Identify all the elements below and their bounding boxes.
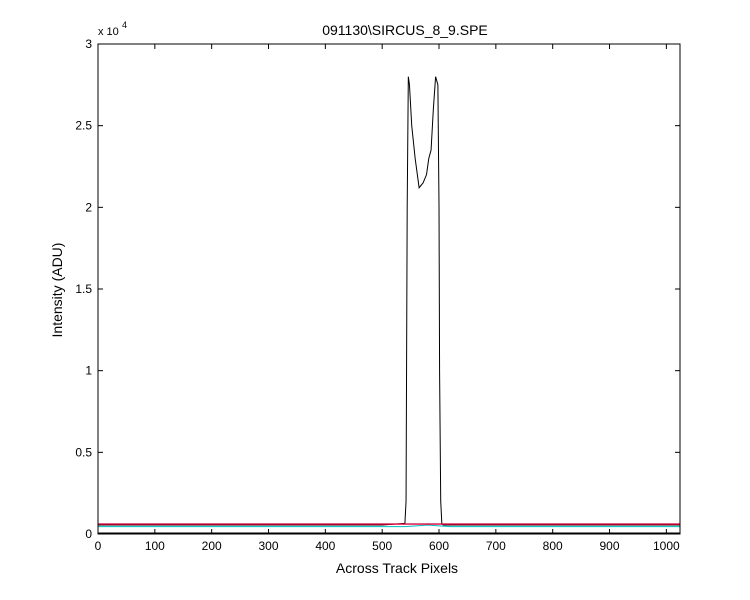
x-tick-label: 1000	[653, 539, 680, 553]
y-tick-label: 1	[85, 364, 92, 378]
y-axis-exponent-power: 4	[122, 20, 127, 30]
ticks-layer: 0 100 200 300 400 500 600 700 800 900 1000 0 0.5 1 1.5…	[75, 37, 680, 553]
x-tick-label: 300	[258, 539, 278, 553]
x-tick-label: 500	[372, 539, 392, 553]
x-tick-label: 600	[429, 539, 449, 553]
x-axis-label: Across Track Pixels	[336, 560, 458, 576]
x-tick-label: 200	[202, 539, 222, 553]
x-tick-label: 700	[486, 539, 506, 553]
x-tick-label: 400	[315, 539, 335, 553]
y-tick-label: 3	[85, 37, 92, 51]
x-tick-label: 900	[600, 539, 620, 553]
y-tick-label: 0	[85, 527, 92, 541]
y-tick-label: 0.5	[75, 445, 92, 459]
y-axis-label: Intensity (ADU)	[49, 243, 65, 338]
plot-area	[98, 44, 680, 534]
x-tick-label: 100	[145, 539, 165, 553]
chart-title: 091130\SIRCUS_8_9.SPE	[322, 22, 488, 38]
series-layer	[98, 76, 680, 534]
y-tick-label: 2.5	[75, 119, 92, 133]
x-tick-label: 0	[95, 539, 102, 553]
series-line-2	[98, 524, 680, 528]
y-axis-exponent-base: x 10	[98, 26, 119, 38]
y-tick-label: 2	[85, 200, 92, 214]
x-tick-label: 800	[543, 539, 563, 553]
y-tick-label: 1.5	[75, 282, 92, 296]
